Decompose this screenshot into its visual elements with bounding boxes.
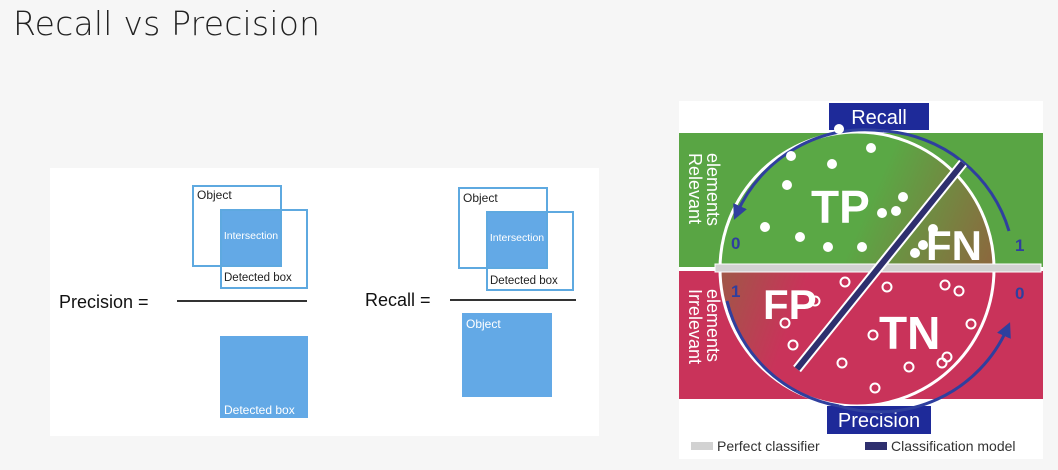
relevant-elements-label: Relevant elements: [685, 153, 723, 226]
precision-recall-formulas-panel: Object Intersection Detected box Precisi…: [50, 168, 599, 436]
precision-denominator-label: Detected box: [224, 403, 295, 417]
tn-label: TN: [879, 307, 940, 359]
precision-denominator-box: [220, 336, 308, 418]
negative-dots: [779, 276, 977, 394]
tn-dot: [869, 382, 881, 394]
tn-dot: [965, 318, 977, 330]
tn-dot: [936, 357, 948, 369]
tp-label: TP: [811, 181, 870, 233]
irrelevant-label-line-1: Irrelevant: [685, 289, 705, 364]
tp-dot: [823, 242, 833, 252]
recall-zero-label: 0: [731, 234, 740, 253]
tp-dot: [891, 206, 901, 216]
precision-arrow-left: [725, 300, 840, 408]
tn-dot: [953, 285, 965, 297]
perfect-classifier-legend-swatch: [691, 442, 713, 450]
precision-fraction-line: [177, 300, 307, 302]
recall-detected-box: [486, 211, 574, 291]
recall-header-bg: [829, 103, 929, 130]
recall-header-label: Recall: [851, 107, 907, 129]
recall-object-label: Object: [463, 191, 498, 205]
recall-arrow: [733, 128, 885, 220]
fp-label: FP: [763, 281, 817, 328]
tp-dot: [857, 242, 867, 252]
classification-model-legend-swatch: [865, 442, 887, 450]
tn-dot: [881, 281, 893, 293]
tp-dot: [795, 232, 805, 242]
irrelevant-label-line-2: elements: [703, 289, 723, 362]
tp-dot: [786, 151, 796, 161]
false-negative-dots: [910, 224, 938, 258]
precision-detected-box: [220, 209, 308, 289]
recall-fraction-line: [450, 299, 576, 301]
classification-model-legend-label: Classification model: [891, 438, 1016, 454]
recall-arrow-right: [883, 129, 1011, 232]
tp-dot: [827, 159, 837, 169]
true-positive-dots: [760, 124, 908, 252]
recall-one-label: 1: [1015, 236, 1024, 255]
precision-object-box: [192, 185, 282, 267]
slide-title: Recall vs Precision: [13, 4, 321, 43]
fn-dot: [918, 240, 928, 250]
tp-dot: [834, 124, 844, 134]
tp-dot: [782, 180, 792, 190]
irrelevant-elements-label: Irrelevant elements: [685, 289, 723, 364]
tp-dot: [866, 143, 876, 153]
recall-denominator-box: [462, 313, 552, 397]
recall-intersection-area: [488, 213, 546, 267]
precision-one-label: 1: [731, 282, 740, 301]
precision-detected-box-label: Detected box: [224, 272, 292, 284]
recall-formula-label: Recall =: [365, 290, 431, 310]
relevant-label-line-2: elements: [703, 153, 723, 226]
recall-precision-circle-panel: Recall Precision Relevant elements Irrel…: [679, 101, 1043, 459]
precision-intersection-area: [222, 211, 280, 265]
recall-precision-diagram: Recall Precision Relevant elements Irrel…: [679, 103, 1043, 454]
recall-detected-box-label: Detected box: [490, 275, 558, 287]
fp-dot: [787, 339, 799, 351]
precision-header-label: Precision: [838, 410, 920, 432]
precision-arrow: [838, 322, 1011, 414]
fn-dot: [928, 224, 938, 234]
fp-dot: [779, 317, 791, 329]
recall-denominator-label: Object: [466, 317, 501, 331]
precision-object-label: Object: [197, 188, 232, 202]
tn-dot: [836, 357, 848, 369]
tp-dot: [877, 208, 887, 218]
tn-dot: [939, 279, 951, 291]
classification-model-line-core: [794, 161, 966, 371]
tp-dot: [898, 192, 908, 202]
precision-zero-label: 0: [1015, 284, 1024, 303]
fn-label: FN: [926, 222, 982, 269]
tn-dot: [867, 329, 879, 341]
tn-dot: [903, 361, 915, 373]
fp-dot: [809, 295, 821, 307]
tp-dot: [760, 222, 770, 232]
precision-formula-label: Precision =: [59, 292, 149, 312]
recall-object-box: [458, 187, 548, 269]
relevant-label-line-1: Relevant: [685, 153, 705, 224]
fp-dot: [839, 276, 851, 288]
fn-dot: [910, 248, 920, 258]
perfect-classifier-legend-label: Perfect classifier: [717, 438, 820, 454]
recall-intersection-label: Intersection: [489, 232, 545, 244]
precision-intersection-label: Intersection: [223, 230, 279, 242]
